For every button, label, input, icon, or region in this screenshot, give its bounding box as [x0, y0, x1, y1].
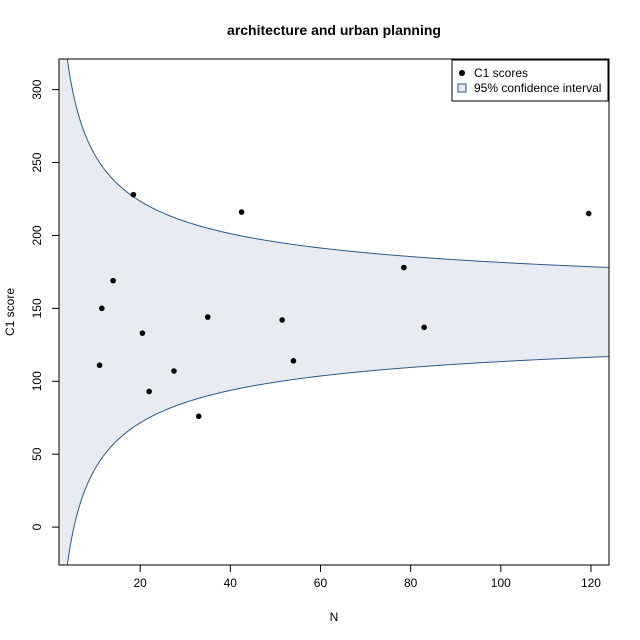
data-point — [204, 314, 211, 320]
y-tick-label: 300 — [30, 79, 44, 99]
legend-marker-interval — [457, 83, 467, 93]
data-point — [421, 324, 427, 331]
x-tick-label: 80 — [404, 576, 418, 590]
chart-title: architecture and urban planning — [227, 22, 441, 38]
x-axis-label: N — [330, 610, 339, 624]
data-point — [110, 277, 116, 284]
confidence-lower-line — [66, 356, 609, 565]
legend-label-interval: 95% confidence interval — [474, 81, 601, 95]
x-tick-label: 120 — [581, 576, 601, 590]
data-point — [195, 413, 202, 420]
y-tick-label: 150 — [30, 298, 44, 318]
data-point — [99, 305, 105, 312]
legend-marker-scores — [459, 70, 465, 76]
y-axis: 0 50 100 150 200 250 300 — [30, 79, 59, 530]
data-point — [238, 209, 245, 215]
data-point — [96, 362, 103, 369]
y-tick-label: 100 — [30, 371, 44, 391]
data-point — [401, 264, 407, 271]
data-point — [139, 330, 146, 336]
y-tick-label: 250 — [30, 152, 44, 172]
plot-frame — [58, 58, 610, 566]
legend-box — [451, 59, 609, 102]
legend: C1 scores 95% confidence interval — [451, 59, 609, 102]
data-point — [279, 317, 285, 323]
confidence-band — [59, 59, 609, 565]
data-point — [146, 388, 152, 395]
data-point — [130, 191, 137, 198]
data-point — [171, 368, 177, 374]
y-tick-label: 50 — [30, 447, 44, 461]
y-tick-label: 200 — [30, 225, 44, 245]
x-tick-label: 20 — [133, 576, 147, 590]
y-axis-label: C1 score — [3, 288, 17, 336]
data-point — [585, 210, 592, 217]
confidence-band-fill — [59, 59, 609, 565]
y-tick-label: 0 — [30, 523, 44, 530]
x-tick-label: 100 — [491, 576, 511, 590]
data-point — [290, 358, 297, 364]
x-tick-label: 60 — [314, 576, 328, 590]
legend-label-scores: C1 scores — [474, 66, 528, 80]
x-axis: 20 40 60 80 100 120 — [133, 565, 601, 590]
confidence-upper-line — [66, 59, 609, 268]
x-tick-label: 40 — [224, 576, 238, 590]
data-points — [96, 191, 592, 420]
